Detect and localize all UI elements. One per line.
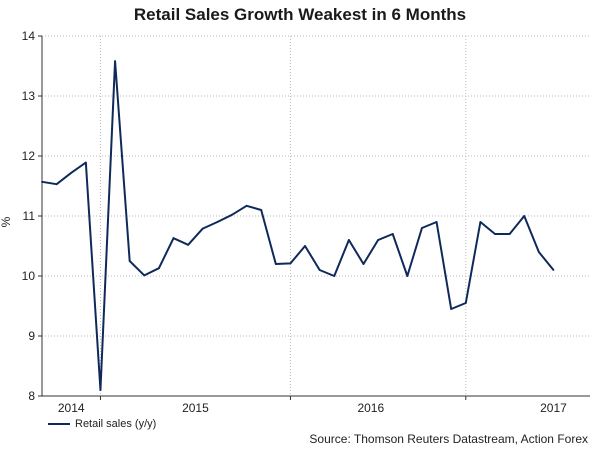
data-point — [523, 215, 526, 217]
data-point — [391, 233, 394, 235]
data-point — [362, 263, 365, 265]
legend-swatch — [48, 423, 70, 425]
data-point — [537, 251, 540, 253]
y-tick-label: 10 — [22, 269, 36, 283]
data-point — [245, 204, 248, 207]
data-point — [84, 161, 87, 164]
data-point — [99, 389, 102, 391]
y-tick-label: 9 — [28, 329, 35, 343]
data-point — [274, 263, 277, 265]
x-tick-label: 2016 — [357, 401, 384, 415]
data-point — [494, 233, 496, 235]
y-tick-label: 12 — [22, 149, 36, 163]
data-point — [333, 275, 336, 277]
data-point — [304, 245, 306, 247]
data-point — [70, 171, 73, 174]
y-tick-label: 11 — [23, 209, 36, 223]
line-layer — [41, 60, 555, 391]
y-axis-label: % — [0, 216, 13, 227]
data-point — [55, 183, 58, 186]
data-point — [464, 302, 467, 304]
data-point — [435, 221, 438, 223]
data-point — [114, 60, 116, 63]
data-point — [187, 243, 190, 246]
grid-layer — [42, 35, 590, 396]
source-note: Source: Thomson Reuters Datastream, Acti… — [309, 432, 588, 446]
data-point — [450, 308, 453, 310]
data-point — [231, 213, 233, 216]
data-point — [128, 260, 131, 262]
data-point — [143, 274, 146, 277]
data-point — [201, 227, 204, 230]
tick-layer: 8 9 10 11 12 13 14 2014 2015 2016 2017 — [22, 29, 567, 415]
y-tick-label: 8 — [28, 389, 35, 403]
axis-layer — [38, 35, 590, 400]
x-tick-label: 2017 — [540, 401, 567, 415]
y-tick-label: 14 — [22, 29, 36, 43]
data-point — [377, 239, 380, 241]
data-point — [289, 262, 292, 265]
data-point — [41, 180, 43, 183]
series-line — [41, 60, 555, 391]
data-point — [421, 227, 423, 229]
data-point — [552, 269, 555, 271]
legend: Retail sales (y/y) — [48, 418, 156, 430]
data-point — [479, 221, 482, 223]
y-tick-label: 13 — [22, 89, 36, 103]
data-point — [216, 221, 219, 223]
data-point — [406, 275, 409, 277]
data-point — [508, 233, 511, 235]
chart-title: Retail Sales Growth Weakest in 6 Months — [133, 5, 467, 24]
legend-label: Retail sales (y/y) — [75, 418, 157, 430]
x-tick-label: 2014 — [58, 401, 85, 415]
data-point — [172, 237, 175, 240]
data-point — [347, 239, 350, 241]
data-point — [260, 209, 263, 211]
x-tick-label: 2015 — [182, 401, 209, 415]
data-point — [158, 267, 160, 270]
data-point — [318, 269, 321, 271]
